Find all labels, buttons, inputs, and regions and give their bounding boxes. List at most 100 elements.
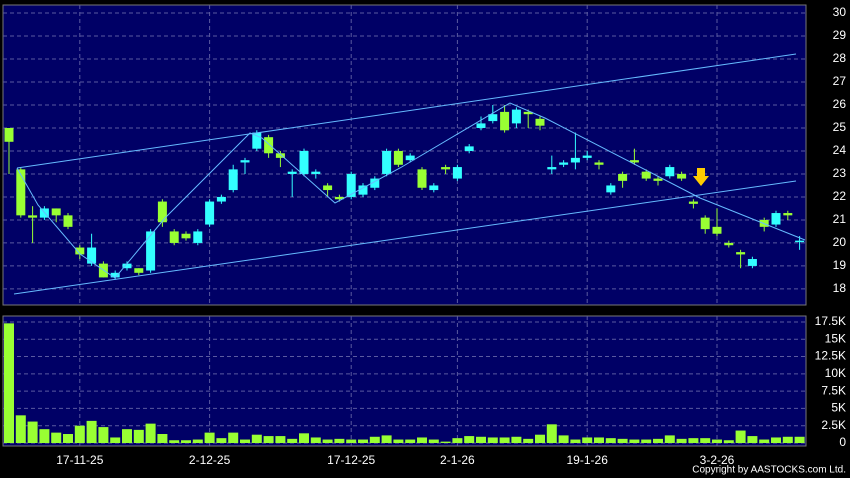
volume-bar <box>700 438 711 443</box>
volume-bar <box>688 438 699 443</box>
candle-body <box>4 127 14 142</box>
y-tick-label: 26 <box>833 97 847 111</box>
candle-body <box>122 263 132 269</box>
volume-bar <box>712 439 722 443</box>
candle-body <box>653 178 663 181</box>
candle-body <box>63 215 73 227</box>
candle-body <box>228 169 238 191</box>
volume-bar <box>334 438 345 443</box>
volume-bar <box>310 437 321 443</box>
trend-lines <box>13 53 806 295</box>
y-tick-label: 23 <box>833 166 847 180</box>
candle-body <box>665 167 675 177</box>
y-tick-label: 21 <box>833 212 847 226</box>
candle-body <box>452 167 462 179</box>
volume-bar <box>782 436 793 443</box>
candle-body <box>594 162 604 165</box>
volume-bar <box>228 432 239 443</box>
y-tick-label: 24 <box>833 143 847 157</box>
candle-body <box>311 171 321 174</box>
volume-bar <box>181 440 191 443</box>
candle-body <box>724 242 734 246</box>
candle-body <box>688 201 698 204</box>
volume-bar <box>169 440 180 443</box>
volume-bar <box>39 429 50 443</box>
volume-bar <box>428 439 439 443</box>
candle-body <box>146 231 156 271</box>
candle-body <box>216 196 226 202</box>
volume-bar <box>86 420 97 443</box>
volume-bar <box>15 415 26 443</box>
candle-body <box>476 123 486 128</box>
volume-bar <box>747 436 758 443</box>
candle-body <box>783 213 793 216</box>
candle-body <box>358 185 368 195</box>
candle-body <box>346 173 356 197</box>
volume-bar <box>617 438 628 443</box>
candle-body <box>700 217 710 230</box>
volume-bar <box>570 439 581 443</box>
candle-body <box>417 169 427 188</box>
candle-body <box>275 153 285 158</box>
volume-bar <box>546 424 557 443</box>
candle-body <box>429 185 439 191</box>
candle-body <box>382 150 392 174</box>
candle-body <box>641 171 651 179</box>
volume-bar <box>794 436 805 443</box>
volume-bar <box>145 423 156 443</box>
volume-bar <box>275 436 286 443</box>
volume-bar <box>735 430 746 443</box>
volume-bar <box>122 429 132 443</box>
candle-body <box>75 247 85 255</box>
candle-body <box>87 247 97 264</box>
x-tick-label: 19-1-26 <box>567 453 609 467</box>
candle-body <box>334 196 344 200</box>
volume-bar <box>51 432 62 443</box>
y-tick-label: 20 <box>833 235 847 249</box>
x-tick-label: 3-2-26 <box>700 453 735 467</box>
volume-bar <box>723 440 734 443</box>
candle-body <box>570 157 580 163</box>
volume-bar <box>641 439 652 443</box>
y-tick-label: 12.5K <box>815 349 846 363</box>
candle-body <box>157 201 167 223</box>
candle-body <box>169 231 179 243</box>
volume-bar <box>452 438 463 443</box>
candle-body <box>51 208 61 216</box>
y-tick-label: 15K <box>825 331 846 345</box>
signal-arrow <box>693 168 709 186</box>
x-tick-label: 17-12-25 <box>327 453 375 467</box>
candle-body <box>747 259 757 266</box>
volume-bar <box>759 439 770 443</box>
volume-bar <box>133 429 144 443</box>
volume-bar <box>405 439 416 443</box>
candle-body <box>181 233 191 239</box>
volume-bar <box>511 436 522 443</box>
y-tick-label: 29 <box>833 28 847 42</box>
candle-body <box>606 185 616 193</box>
volume-bar <box>251 434 262 443</box>
volume-bar <box>157 434 168 443</box>
candle-body <box>405 155 415 161</box>
y-tick-label: 18 <box>833 281 847 295</box>
volume-bar <box>535 434 545 443</box>
candle-body <box>712 226 722 234</box>
x-tick-label: 17-11-25 <box>56 453 103 467</box>
volume-panel <box>2 315 807 447</box>
volume-bar <box>358 439 368 443</box>
volume-bar <box>582 437 593 443</box>
volume-bar <box>4 323 14 443</box>
x-tick-label: 2-1-26 <box>440 453 475 467</box>
volume-bar <box>216 438 227 443</box>
volume-bar <box>369 436 380 443</box>
volume-bar <box>287 438 298 443</box>
volume-bar <box>322 439 333 443</box>
volume-bar <box>110 437 121 443</box>
candle-body <box>771 213 781 225</box>
candle-body <box>252 132 262 149</box>
candle-body <box>511 109 521 124</box>
volume-bar <box>558 435 569 443</box>
volume-bar <box>98 427 109 443</box>
volume-bar <box>204 432 215 443</box>
